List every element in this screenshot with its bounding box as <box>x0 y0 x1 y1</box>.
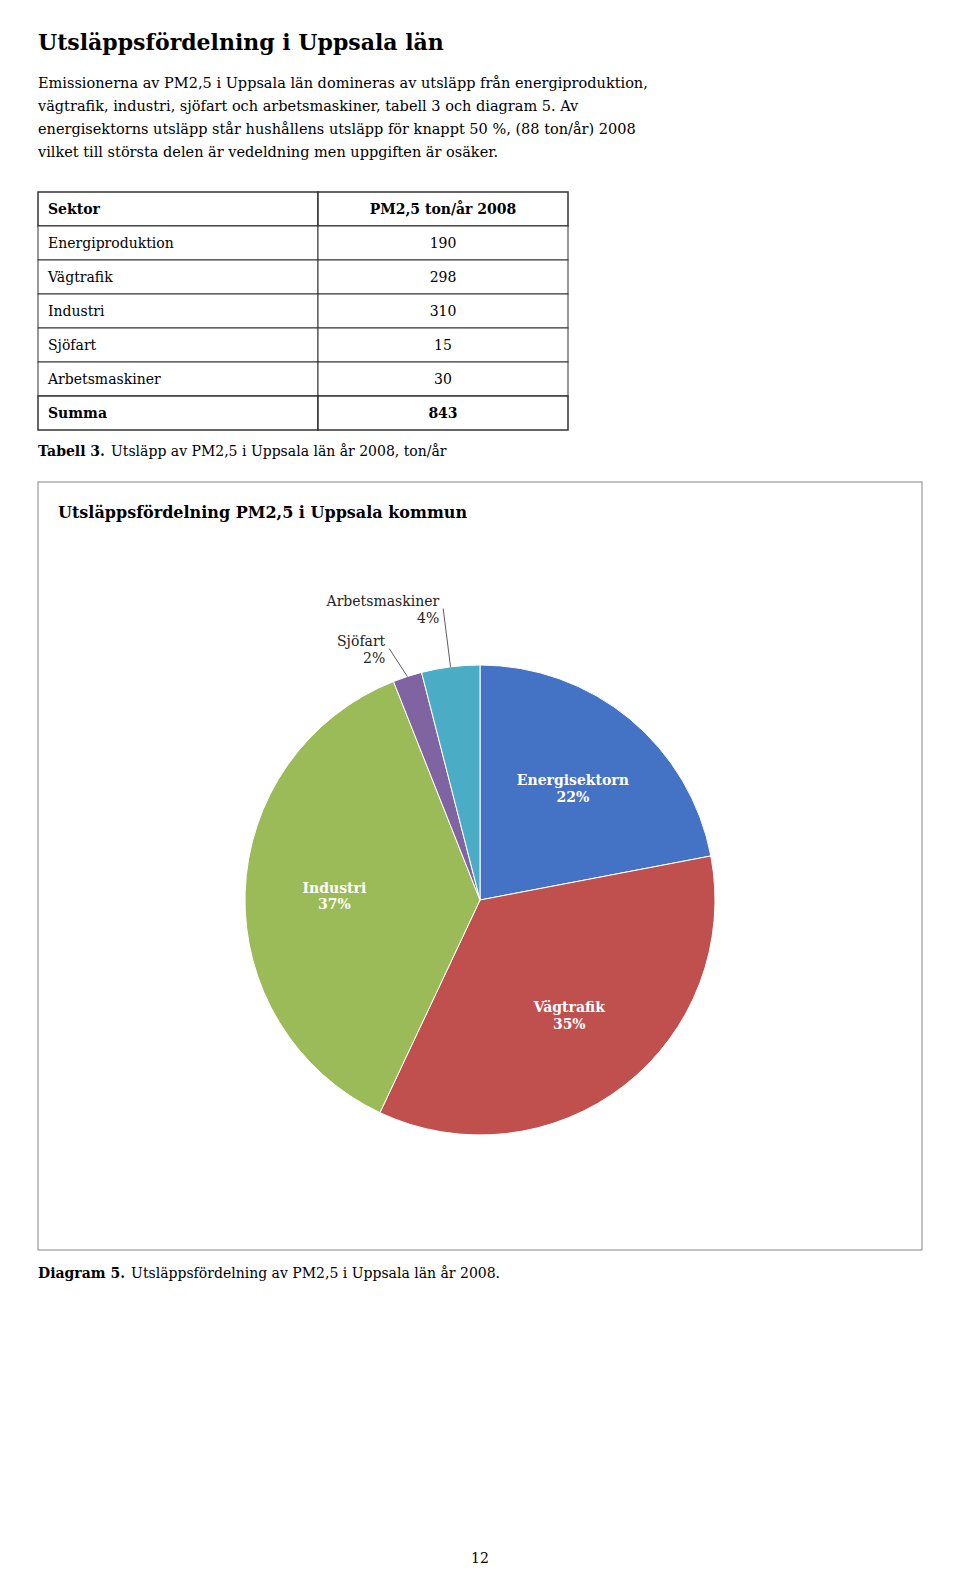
table-text: Energiproduktion <box>48 235 174 251</box>
table-text: Summa <box>48 405 107 421</box>
diagram-caption-text: Utsläppsfördelning av PM2,5 i Uppsala lä… <box>131 1265 500 1281</box>
table-text: 310 <box>430 303 457 319</box>
table-text: Sjöfart <box>48 337 97 353</box>
table-cell <box>318 396 568 430</box>
table-caption: Tabell 3. Utsläpp av PM2,5 i Uppsala län … <box>38 443 447 459</box>
pie-slice <box>422 665 480 900</box>
paragraph-line: Emissionerna av PM2,5 i Uppsala län domi… <box>38 75 648 91</box>
table-cell <box>318 362 568 396</box>
table-cell <box>38 260 318 294</box>
table-text: Vägtrafik <box>47 269 113 285</box>
table-text: 30 <box>434 371 452 387</box>
chart-title: Utsläppsfördelning PM2,5 i Uppsala kommu… <box>58 503 467 522</box>
paragraph-line: vägtrafik, industri, sjöfart och arbetsm… <box>37 98 579 114</box>
data-label-value: 35% <box>553 1016 586 1032</box>
table-text: 298 <box>430 269 457 285</box>
data-label-value: 22% <box>556 789 589 805</box>
table-cell <box>318 294 568 328</box>
data-label-name: Arbetsmaskiner <box>326 593 440 609</box>
diagram-caption: Diagram 5. Utsläppsfördelning av PM2,5 i … <box>38 1265 500 1281</box>
table-caption-bold: Tabell 3. <box>38 443 105 459</box>
page: Utsläppsfördelning i Uppsala län Emission… <box>0 0 960 1593</box>
table-cell <box>38 396 318 430</box>
table-text: Sektor <box>48 201 101 217</box>
page-title: Utsläppsfördelning i Uppsala län <box>38 29 444 55</box>
slices <box>245 665 715 1135</box>
data-labels: Energisektorn22% Vägtrafik35% Industri37% S… <box>302 593 628 1032</box>
data-label: Arbetsmaskiner4% <box>326 593 440 626</box>
data-label: Energisektorn22% <box>517 772 629 805</box>
leader-line <box>443 609 450 667</box>
data-label-value: 37% <box>318 896 351 912</box>
table-cell <box>38 226 318 260</box>
table-cell <box>38 192 318 226</box>
table-text: Industri <box>48 303 105 319</box>
data-label-name: Energisektorn <box>517 772 629 788</box>
data-label-name: Vägtrafik <box>533 999 606 1015</box>
data-label-value: 4% <box>417 610 439 626</box>
table-cell <box>38 328 318 362</box>
table-cell <box>318 192 568 226</box>
table-text: 190 <box>430 235 457 251</box>
leader-line <box>389 649 407 677</box>
table-caption-text: Utsläpp av PM2,5 i Uppsala län år 2008, … <box>111 443 447 459</box>
paragraph-line: vilket till största delen är vedeldning … <box>37 144 498 160</box>
data-label: Sjöfart2% <box>337 633 386 666</box>
data-label-name: Industri <box>302 880 366 896</box>
table-cell <box>318 260 568 294</box>
data-label: Industri37% <box>302 880 366 913</box>
data-label-name: Sjöfart <box>337 633 386 649</box>
chart-box <box>38 482 922 1250</box>
table-cell <box>38 362 318 396</box>
table-cell <box>38 294 318 328</box>
table-text: PM2,5 ton/år 2008 <box>370 200 517 217</box>
diagram-caption-bold: Diagram 5. <box>38 1265 125 1281</box>
paragraph-line: energisektorns utsläpp står hushållens u… <box>38 121 636 137</box>
table: Sektor PM2,5 ton/år 2008 Energiproduktion 1… <box>38 192 568 430</box>
pie: Energisektorn22% Vägtrafik35% Industri37% S… <box>245 593 715 1135</box>
data-label-value: 2% <box>363 650 385 666</box>
data-label: Vägtrafik35% <box>533 999 606 1032</box>
table-cell <box>318 226 568 260</box>
table-text: Arbetsmaskiner <box>47 371 161 387</box>
table-cell <box>318 328 568 362</box>
table-text: 843 <box>428 405 457 421</box>
table-text: 15 <box>434 337 452 353</box>
page-number: 12 <box>471 1550 489 1566</box>
